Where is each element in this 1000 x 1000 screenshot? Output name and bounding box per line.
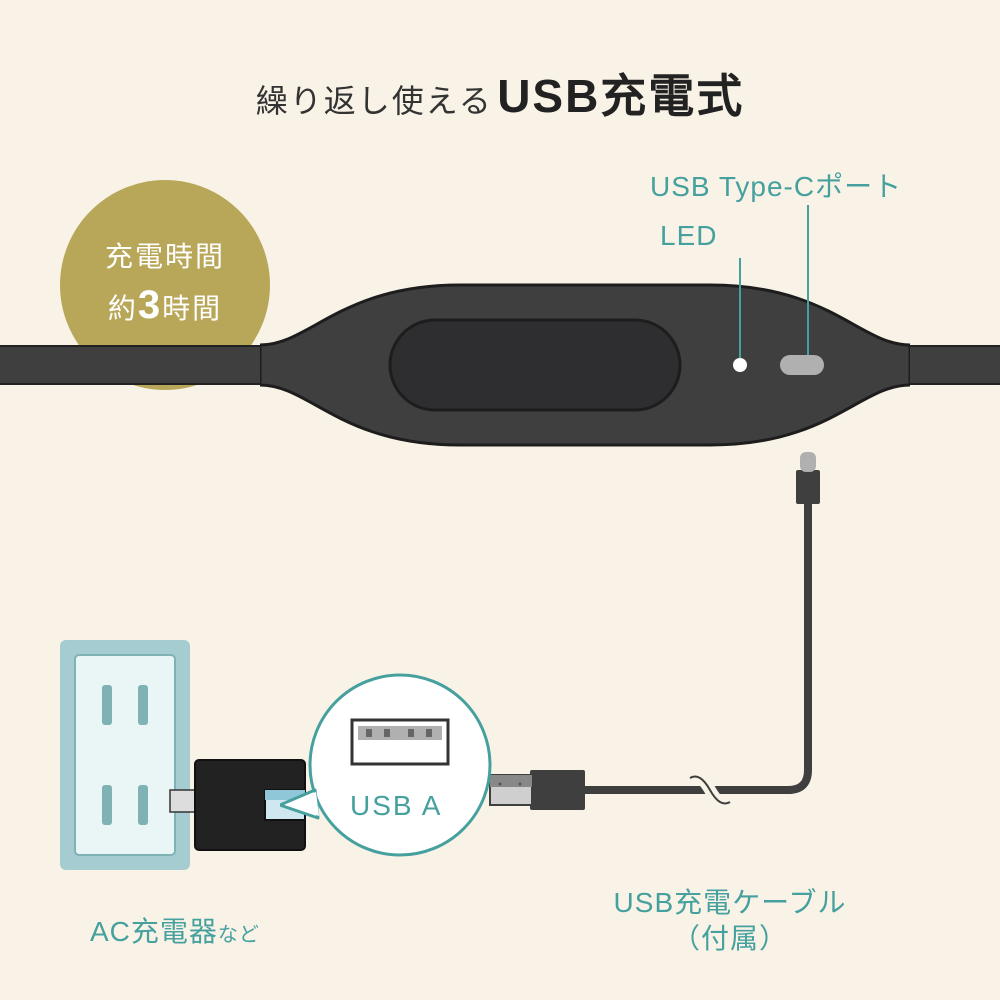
wall-outlet-charger	[50, 630, 310, 890]
usb-c-plug-icon	[796, 452, 820, 504]
usb-a-plug-icon	[490, 770, 585, 810]
usb-cable-label: USB充電ケーブル （付属）	[590, 885, 870, 958]
usb-a-callout	[280, 670, 500, 870]
usb-a-label: USB A	[350, 790, 442, 822]
ac-charger-label: AC充電器など	[90, 910, 260, 950]
